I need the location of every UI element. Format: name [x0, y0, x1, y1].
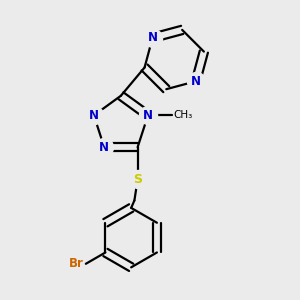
Text: N: N [143, 109, 153, 122]
Text: Br: Br [69, 257, 84, 270]
Text: S: S [133, 173, 142, 186]
Text: N: N [89, 109, 99, 122]
Text: N: N [191, 75, 201, 88]
Text: CH₃: CH₃ [173, 110, 192, 120]
Text: N: N [148, 31, 158, 44]
Text: N: N [99, 141, 109, 154]
